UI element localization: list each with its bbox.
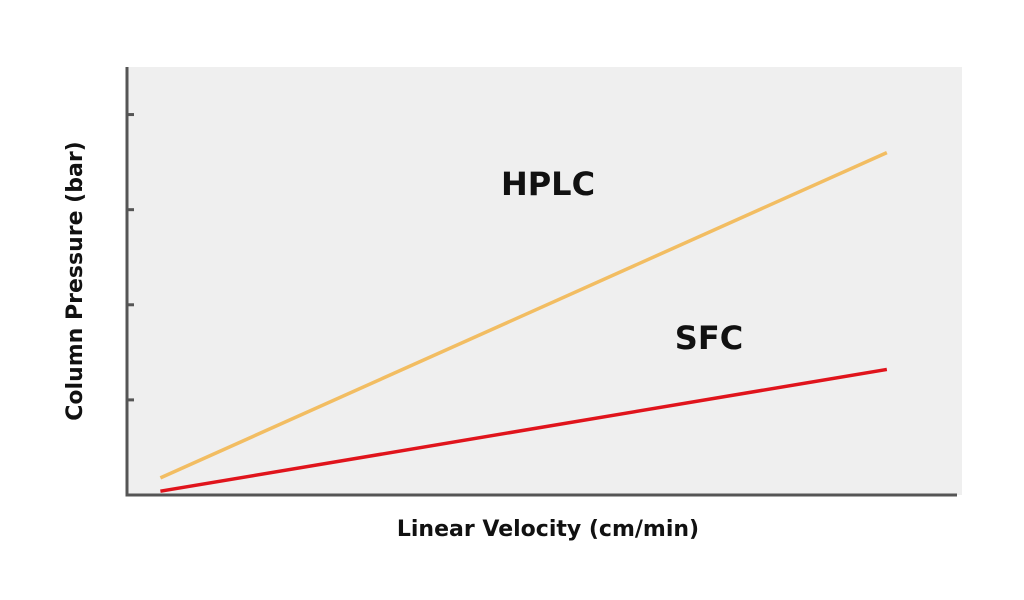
plot-area [127, 67, 962, 495]
series-line [159, 151, 888, 480]
y-axis-label: Column Pressure (bar) [63, 141, 88, 420]
series-label: SFC [675, 319, 743, 357]
series-line [160, 367, 888, 493]
x-axis-label: Linear Velocity (cm/min) [397, 517, 699, 542]
series-label: HPLC [501, 165, 595, 203]
